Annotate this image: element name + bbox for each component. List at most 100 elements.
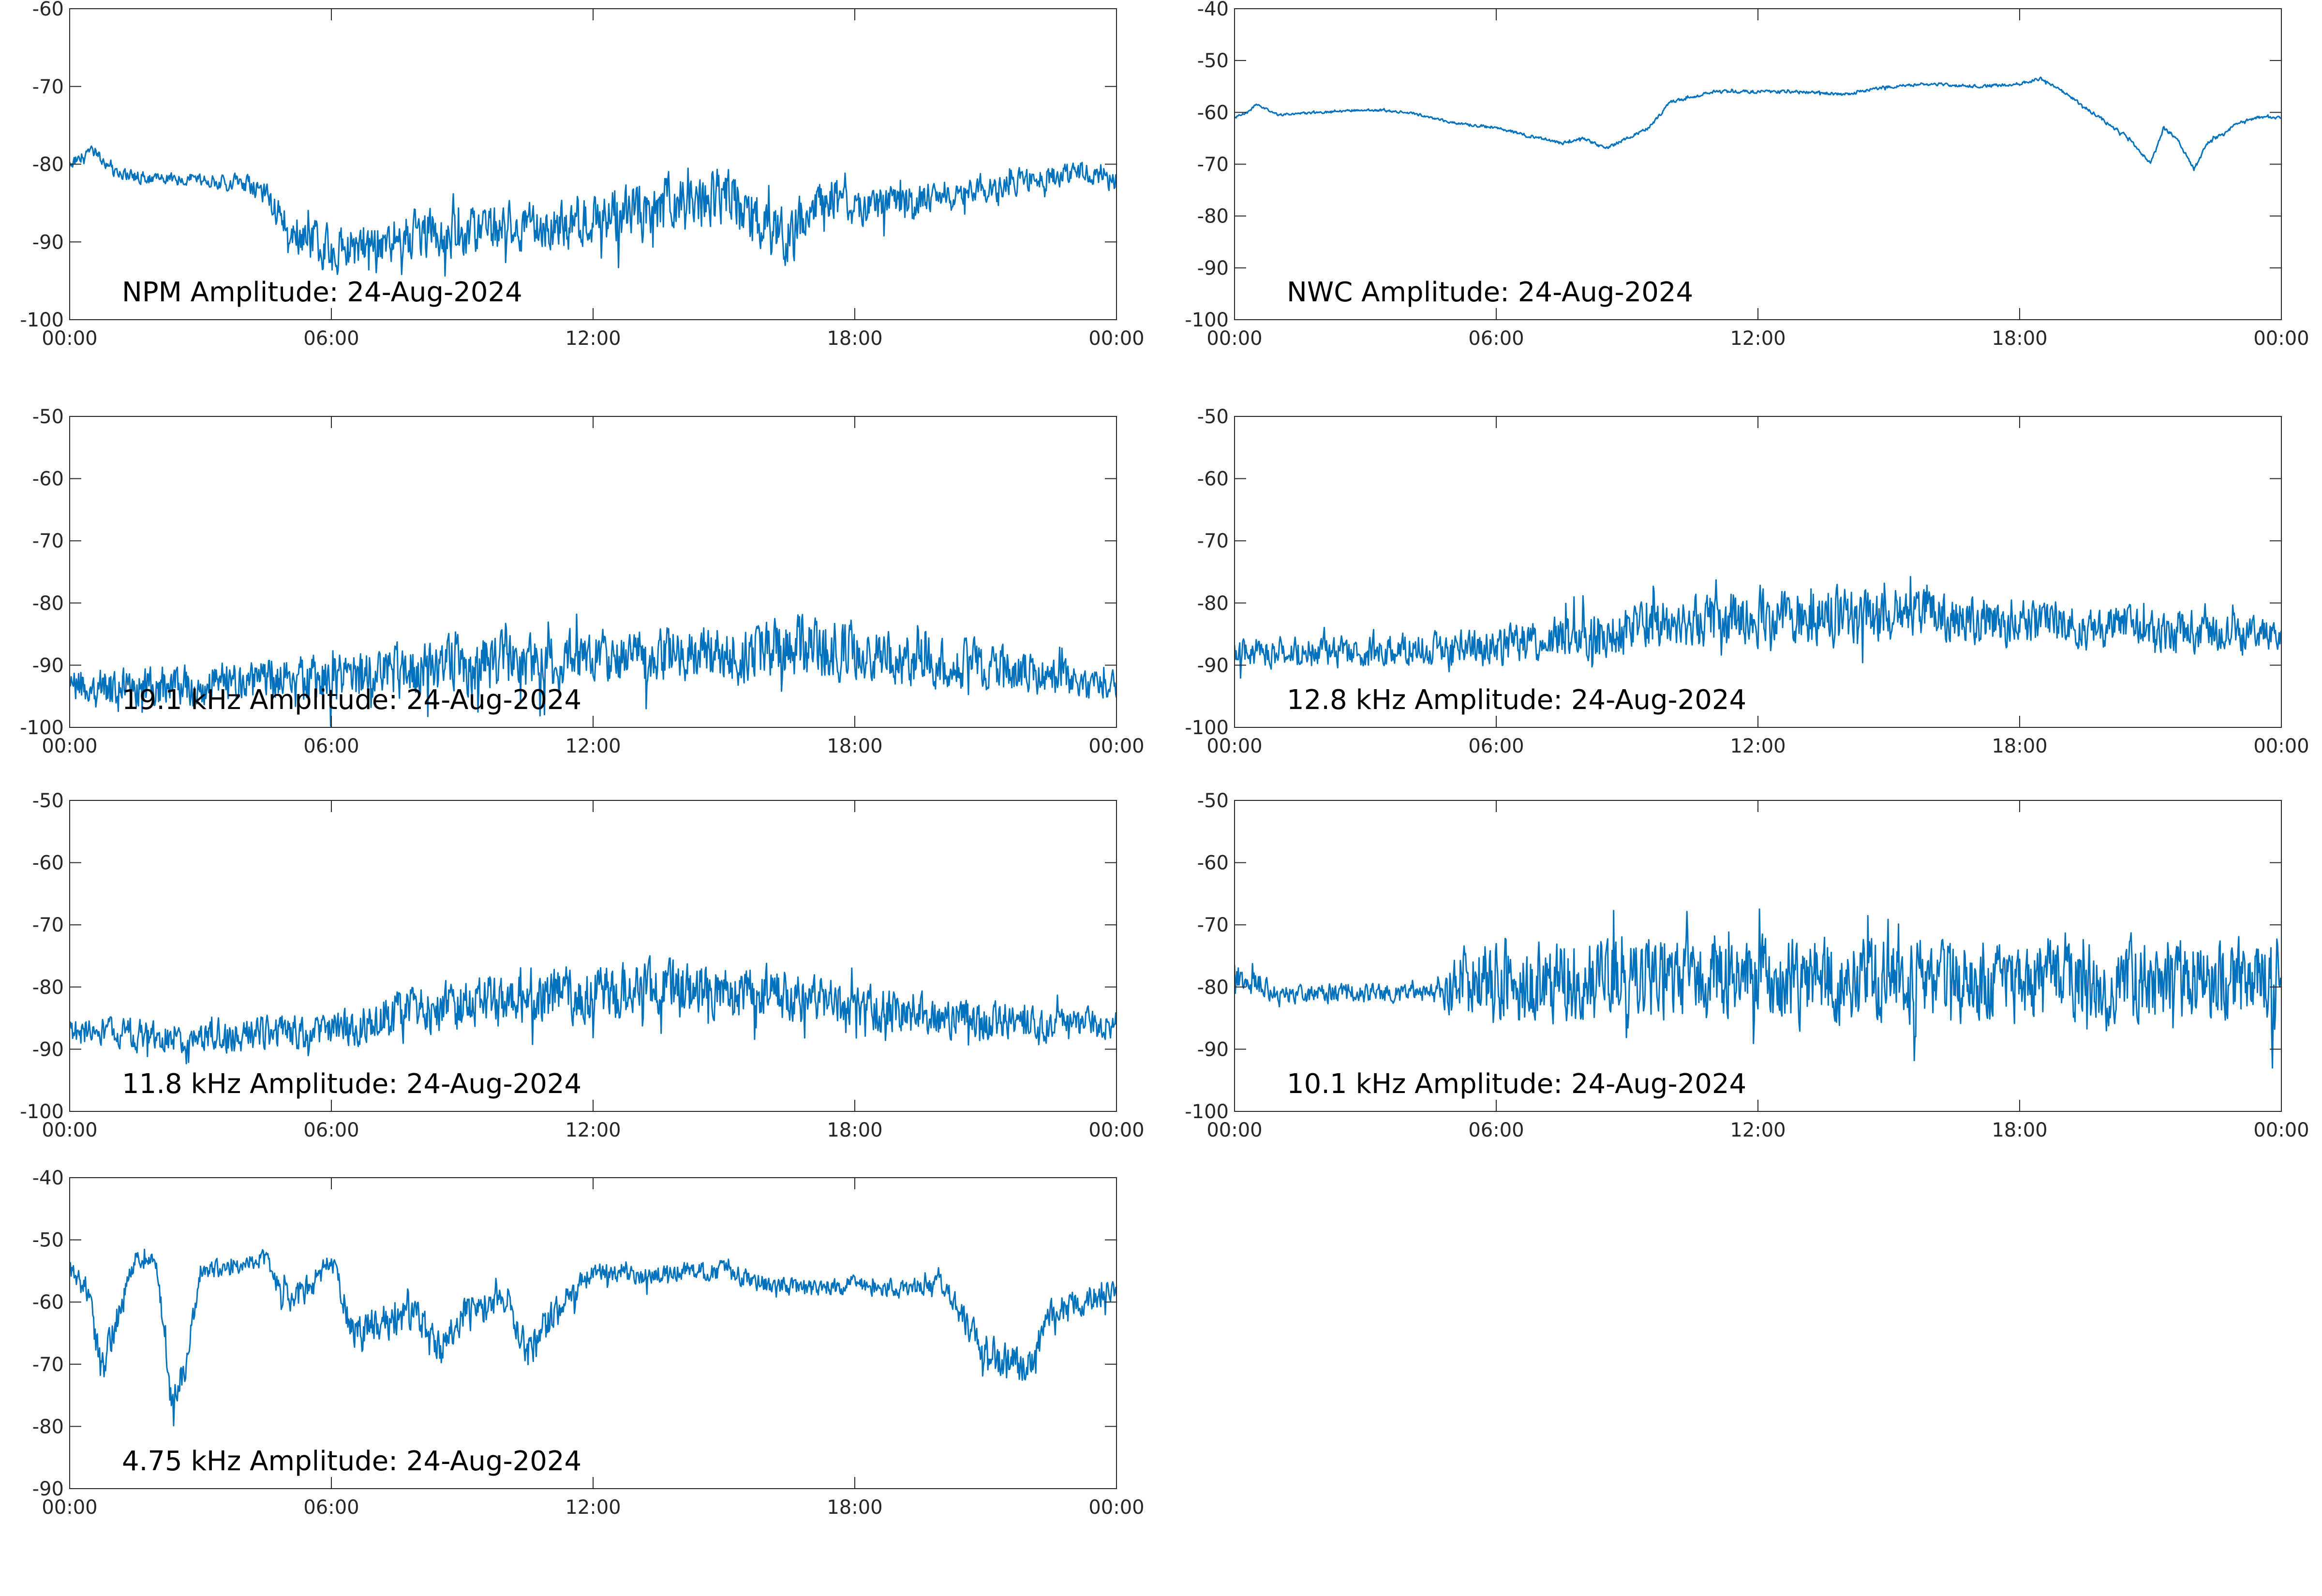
y-tick-label: -70: [32, 914, 64, 936]
chart-title: NPM Amplitude: 24-Aug-2024: [122, 277, 522, 308]
x-tick-label: 06:00: [303, 735, 359, 757]
x-tick-label: 00:00: [1206, 735, 1262, 757]
x-tick-label: 00:00: [2253, 1119, 2309, 1141]
y-tick-label: -100: [1185, 717, 1229, 739]
x-tick-label: 18:00: [827, 1119, 882, 1141]
chart-title: 19.1 kHz Amplitude: 24-Aug-2024: [122, 684, 581, 716]
y-tick-label: -40: [32, 1167, 64, 1189]
x-tick-label: 18:00: [1992, 1119, 2047, 1141]
series-line: [70, 1248, 1116, 1427]
x-tick-label: 18:00: [1992, 327, 2047, 350]
x-tick-label: 18:00: [1992, 735, 2047, 757]
x-tick-label: 18:00: [827, 1496, 882, 1519]
y-tick-label: -80: [1197, 592, 1229, 615]
y-tick-label: -60: [32, 852, 64, 874]
y-tick-label: -90: [32, 231, 64, 253]
y-tick-label: -50: [1197, 50, 1229, 72]
x-tick-label: 06:00: [303, 1119, 359, 1141]
y-tick-label: -40: [1197, 0, 1229, 20]
y-tick-label: -70: [32, 530, 64, 552]
y-tick-label: -90: [32, 1478, 64, 1500]
y-tick-label: -80: [32, 976, 64, 999]
y-tick-label: -50: [1197, 406, 1229, 428]
y-tick-label: -80: [32, 1416, 64, 1438]
plot-frame: [69, 8, 1117, 320]
y-tick-label: -80: [1197, 976, 1229, 999]
x-tick-label: 06:00: [303, 1496, 359, 1519]
x-tick-label: 12:00: [1730, 327, 1786, 350]
y-tick-label: -80: [1197, 206, 1229, 228]
x-tick-label: 18:00: [827, 735, 882, 757]
y-tick-label: -50: [32, 406, 64, 428]
y-tick-label: -60: [32, 468, 64, 490]
y-tick-label: -70: [32, 76, 64, 98]
plot-frame: [69, 800, 1117, 1112]
x-tick-label: 00:00: [42, 1496, 97, 1519]
x-tick-label: 00:00: [1206, 327, 1262, 350]
x-tick-label: 00:00: [1088, 327, 1144, 350]
y-tick-label: -60: [1197, 468, 1229, 490]
x-tick-label: 18:00: [827, 327, 882, 350]
x-tick-label: 00:00: [42, 735, 97, 757]
x-tick-label: 06:00: [303, 327, 359, 350]
chart-title: 11.8 kHz Amplitude: 24-Aug-2024: [122, 1068, 581, 1100]
x-tick-label: 12:00: [565, 1119, 621, 1141]
plot-frame: [69, 1177, 1117, 1489]
series-line: [1235, 576, 2281, 679]
y-tick-label: -70: [32, 1354, 64, 1376]
y-tick-label: -90: [1197, 1038, 1229, 1061]
y-tick-label: -90: [1197, 257, 1229, 280]
series-line: [70, 613, 1116, 727]
plot-frame: [1234, 416, 2282, 728]
x-tick-label: 12:00: [1730, 735, 1786, 757]
x-tick-label: 00:00: [42, 327, 97, 350]
y-tick-label: -50: [1197, 790, 1229, 812]
x-tick-label: 12:00: [1730, 1119, 1786, 1141]
x-tick-label: 06:00: [1468, 1119, 1524, 1141]
y-tick-label: -60: [32, 1291, 64, 1314]
y-tick-label: -90: [1197, 654, 1229, 677]
series-line: [70, 145, 1116, 277]
y-tick-label: -80: [32, 154, 64, 176]
y-tick-label: -90: [32, 1038, 64, 1061]
y-tick-label: -70: [1197, 914, 1229, 936]
plot-frame: [1234, 800, 2282, 1112]
y-tick-label: -100: [20, 309, 64, 331]
x-tick-label: 12:00: [565, 327, 621, 350]
x-tick-label: 06:00: [1468, 327, 1524, 350]
y-tick-label: -100: [20, 1101, 64, 1123]
plot-frame: [1234, 8, 2282, 320]
y-tick-label: -70: [1197, 530, 1229, 552]
y-tick-label: -50: [32, 1229, 64, 1252]
series-line: [1235, 76, 2281, 171]
x-tick-label: 00:00: [42, 1119, 97, 1141]
x-tick-label: 00:00: [1088, 1496, 1144, 1519]
x-tick-label: 06:00: [1468, 735, 1524, 757]
y-tick-label: -100: [1185, 309, 1229, 331]
chart-title: 10.1 kHz Amplitude: 24-Aug-2024: [1287, 1068, 1746, 1100]
x-tick-label: 12:00: [565, 1496, 621, 1519]
y-tick-label: -50: [32, 790, 64, 812]
chart-title: 12.8 kHz Amplitude: 24-Aug-2024: [1287, 684, 1746, 716]
y-tick-label: -60: [1197, 102, 1229, 124]
x-tick-label: 00:00: [1088, 1119, 1144, 1141]
y-tick-label: -90: [32, 654, 64, 677]
y-tick-label: -100: [20, 717, 64, 739]
y-tick-label: -60: [1197, 852, 1229, 874]
x-tick-label: 00:00: [2253, 327, 2309, 350]
x-tick-label: 00:00: [2253, 735, 2309, 757]
x-tick-label: 12:00: [565, 735, 621, 757]
series-line: [70, 955, 1116, 1064]
y-tick-label: -80: [32, 592, 64, 615]
series-line: [1235, 908, 2281, 1069]
y-tick-label: -60: [32, 0, 64, 20]
x-tick-label: 00:00: [1206, 1119, 1262, 1141]
x-tick-label: 00:00: [1088, 735, 1144, 757]
